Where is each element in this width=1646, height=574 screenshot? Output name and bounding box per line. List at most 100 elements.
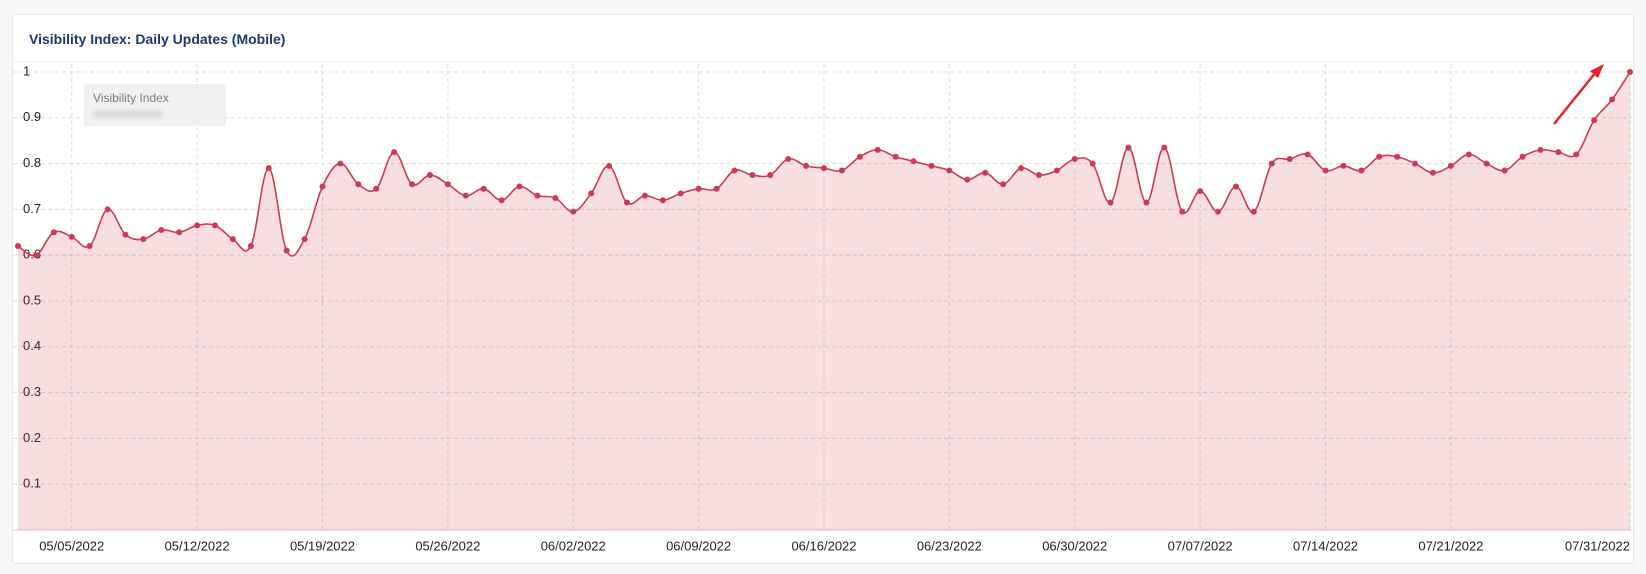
point	[176, 229, 183, 236]
y-tick-label: 0.7	[23, 201, 41, 216]
point	[838, 167, 845, 174]
point	[409, 181, 416, 188]
point	[1501, 167, 1508, 174]
point	[265, 165, 272, 172]
point	[32, 252, 39, 259]
y-tick-label: 0.8	[23, 155, 41, 170]
point	[1555, 149, 1562, 156]
point	[516, 183, 523, 190]
point	[928, 162, 935, 169]
point	[194, 222, 201, 229]
point	[319, 183, 326, 190]
x-tick-label: 05/26/2022	[415, 538, 480, 553]
x-tick-label: 07/21/2022	[1418, 538, 1483, 553]
point	[391, 149, 398, 156]
point	[1286, 156, 1293, 163]
point	[1125, 144, 1132, 151]
point	[588, 190, 595, 197]
point	[874, 146, 881, 153]
point	[534, 192, 541, 199]
point	[104, 206, 111, 213]
point	[1537, 146, 1544, 153]
point	[623, 199, 630, 206]
point	[373, 185, 380, 192]
point	[355, 181, 362, 188]
point	[1591, 117, 1598, 124]
point	[606, 162, 613, 169]
point	[1232, 183, 1239, 190]
point	[1071, 156, 1078, 163]
point	[659, 197, 666, 204]
area-fill	[18, 72, 1630, 530]
point	[86, 243, 93, 250]
point	[1161, 144, 1168, 151]
point	[1609, 96, 1616, 103]
point	[1107, 199, 1114, 206]
point	[1304, 151, 1311, 158]
point	[480, 185, 487, 192]
point	[426, 172, 433, 179]
point	[641, 192, 648, 199]
point	[856, 153, 863, 160]
point	[158, 227, 165, 234]
point	[1412, 160, 1419, 167]
legend: Visibility Index	[84, 84, 226, 126]
point	[337, 160, 344, 167]
point	[50, 229, 57, 236]
y-tick-label: 0.9	[23, 109, 41, 124]
point	[1250, 208, 1257, 215]
point	[1447, 162, 1454, 169]
point	[1089, 160, 1096, 167]
point	[68, 233, 75, 240]
point	[1035, 172, 1042, 179]
legend-label: Visibility Index	[93, 91, 169, 105]
point	[1376, 153, 1383, 160]
point	[212, 222, 219, 229]
y-tick-label: 0.3	[23, 384, 41, 399]
x-tick-label: 05/12/2022	[165, 538, 230, 553]
arrowhead	[1590, 64, 1604, 78]
point	[785, 156, 792, 163]
point	[1053, 167, 1060, 174]
point	[1268, 160, 1275, 167]
point	[892, 153, 899, 160]
point	[1197, 188, 1204, 195]
point	[749, 172, 756, 179]
point	[570, 208, 577, 215]
point	[982, 169, 989, 176]
x-tick-label: 06/09/2022	[666, 538, 731, 553]
point	[695, 185, 702, 192]
chart-title: Visibility Index: Daily Updates (Mobile)	[29, 31, 286, 47]
point	[1358, 167, 1365, 174]
point	[713, 185, 720, 192]
point	[910, 158, 917, 165]
point	[1627, 69, 1633, 75]
x-tick-label: 06/23/2022	[917, 538, 982, 553]
point	[1483, 160, 1490, 167]
x-tick-label: 06/02/2022	[541, 538, 606, 553]
x-tick-label: 06/16/2022	[791, 538, 856, 553]
x-tick-label: 07/07/2022	[1168, 538, 1233, 553]
point	[1322, 167, 1329, 174]
card: Visibility Index: Daily Updates (Mobile)	[12, 14, 1634, 564]
point	[767, 172, 774, 179]
point	[283, 247, 290, 254]
legend-blur	[93, 111, 163, 117]
point	[1179, 208, 1186, 215]
point	[1519, 153, 1526, 160]
point	[462, 192, 469, 199]
point	[821, 165, 827, 172]
point	[1000, 181, 1007, 188]
y-tick-label: 1	[23, 63, 30, 78]
point	[803, 162, 810, 169]
point	[1018, 165, 1025, 172]
y-tick-label: 0.4	[23, 338, 41, 353]
y-tick-label: 0.2	[23, 430, 41, 445]
x-tick-label: 05/19/2022	[290, 538, 355, 553]
point	[247, 243, 254, 250]
y-tick-label: 0.5	[23, 292, 41, 307]
point	[1143, 199, 1150, 206]
point	[731, 167, 738, 174]
point	[229, 236, 236, 243]
point	[964, 176, 971, 183]
